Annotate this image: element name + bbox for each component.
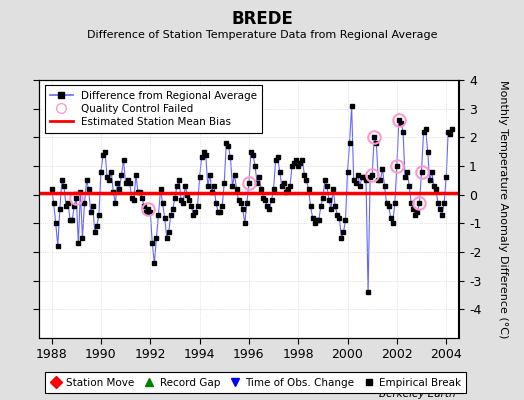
Legend: Difference from Regional Average, Quality Control Failed, Estimated Station Mean: Difference from Regional Average, Qualit…	[45, 85, 262, 132]
Text: Berkeley Earth: Berkeley Earth	[379, 389, 456, 399]
Y-axis label: Monthly Temperature Anomaly Difference (°C): Monthly Temperature Anomaly Difference (…	[498, 80, 508, 338]
Text: Difference of Station Temperature Data from Regional Average: Difference of Station Temperature Data f…	[87, 30, 437, 40]
Text: BREDE: BREDE	[231, 10, 293, 28]
Legend: Station Move, Record Gap, Time of Obs. Change, Empirical Break: Station Move, Record Gap, Time of Obs. C…	[45, 372, 466, 393]
